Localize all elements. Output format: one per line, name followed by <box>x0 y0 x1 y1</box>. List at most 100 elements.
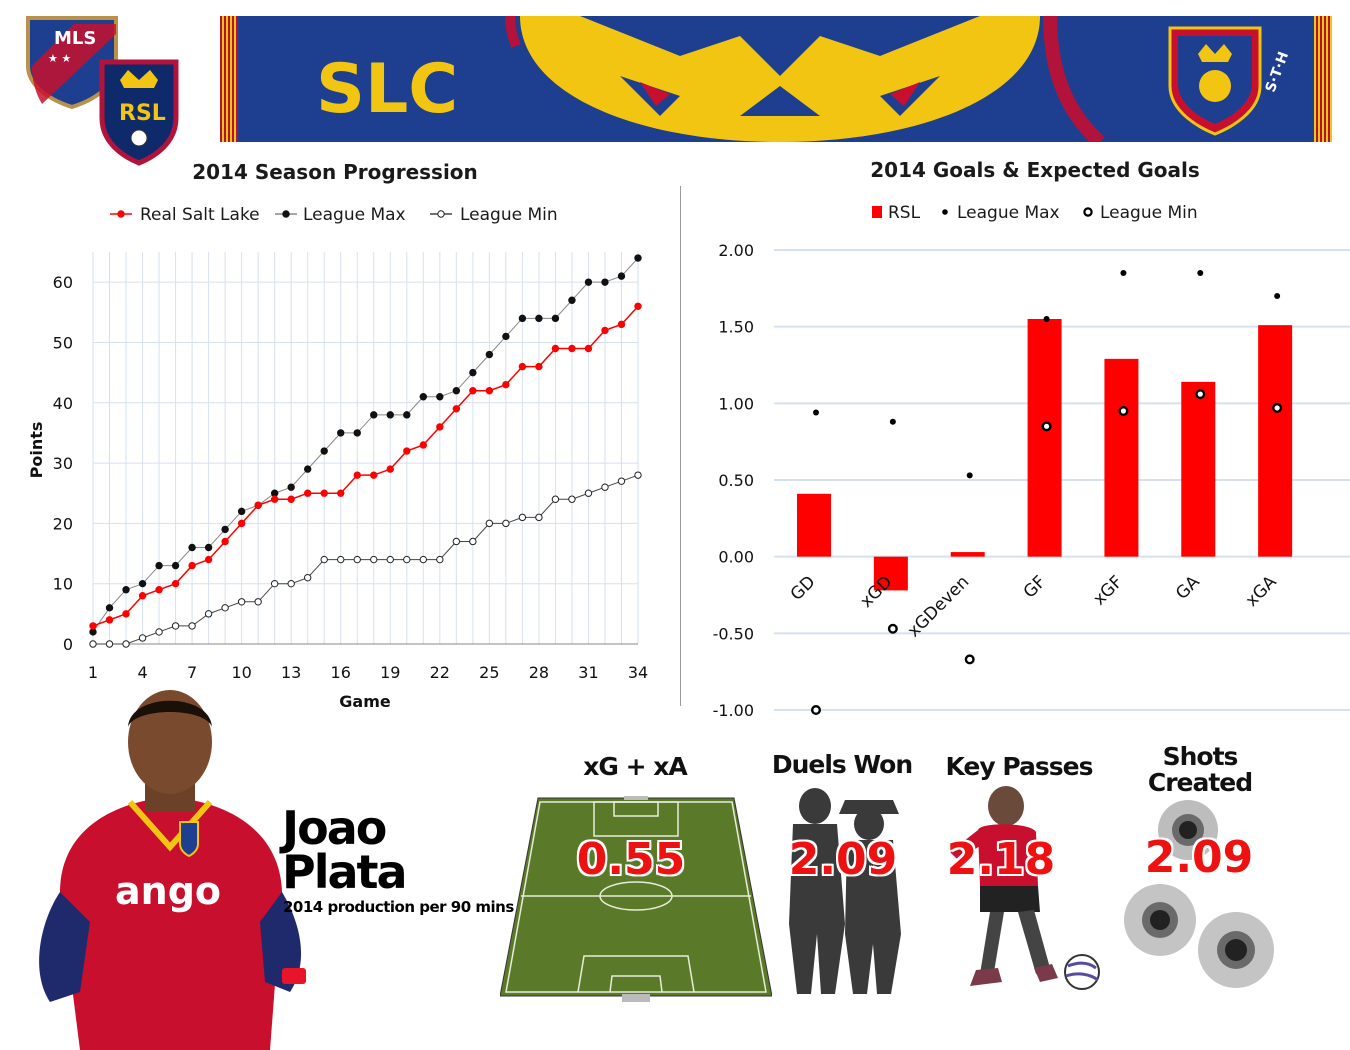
bar-chart-bars <box>797 319 1293 591</box>
line-point-2 <box>353 555 361 564</box>
line-chart-xtick: 4 <box>137 663 147 682</box>
line-point-1 <box>303 465 312 473</box>
line-point-2 <box>138 634 147 642</box>
line-point-1 <box>551 314 560 323</box>
bar-max-marker <box>966 472 973 479</box>
line-point-1 <box>518 314 527 323</box>
line-point-2 <box>155 628 163 636</box>
bar-chart-title: 2014 Goals & Expected Goals <box>870 158 1200 182</box>
bar-rsl-xGF <box>1104 358 1139 557</box>
bar-legend-label: League Min <box>1100 203 1198 223</box>
line-chart-xtick: 22 <box>430 663 450 682</box>
stat-value-key-passes: 2.18 <box>946 834 1056 885</box>
line-point-0 <box>551 344 560 353</box>
mls-logo: MLS ★ ★ <box>26 16 118 109</box>
line-legend-label: Real Salt Lake <box>140 205 260 225</box>
mls-logo-text: MLS <box>54 28 96 49</box>
line-point-2 <box>584 489 593 497</box>
line-point-0 <box>303 489 312 497</box>
line-point-1 <box>403 411 411 419</box>
rsl-crest-text: RSL <box>119 101 166 126</box>
line-point-1 <box>601 278 609 286</box>
stat-title-key-passes: Key Passes <box>945 752 1093 781</box>
line-point-0 <box>221 537 229 546</box>
bar-min-marker <box>1272 402 1283 413</box>
bar-chart-ytick: 2.00 <box>718 241 754 260</box>
line-point-2 <box>270 579 279 588</box>
bullet-holes-icon <box>1124 800 1274 988</box>
rsl-crest: RSL <box>99 59 179 166</box>
line-point-0 <box>353 471 361 479</box>
bar-min-marker <box>964 654 975 665</box>
line-point-2 <box>535 513 543 522</box>
line-point-1 <box>237 507 246 516</box>
line-point-1 <box>634 254 642 262</box>
line-point-1 <box>370 411 378 419</box>
line-legend-marker <box>117 210 125 218</box>
section-divider <box>680 186 681 706</box>
line-point-1 <box>535 314 543 323</box>
line-point-2 <box>221 604 229 612</box>
line-point-2 <box>287 579 295 588</box>
line-point-0 <box>436 423 444 431</box>
bar-chart-legend: RSL League Max League Min <box>872 203 1198 223</box>
duel-silhouettes-icon <box>789 788 901 994</box>
line-point-2 <box>171 622 180 630</box>
stat-value-duels-won: 2.09 <box>788 834 898 885</box>
bar-min-marker <box>1195 389 1206 400</box>
bar-min-marker <box>1118 405 1129 416</box>
line-point-2 <box>237 598 246 606</box>
line-chart-ytick: 40 <box>53 394 73 413</box>
bar-chart-ytick: -1.00 <box>713 701 754 720</box>
line-chart-ytick: 30 <box>53 454 73 473</box>
line-point-1 <box>436 393 444 401</box>
player-subtitle: 2014 production per 90 mins <box>283 898 514 916</box>
line-series-1 <box>92 257 639 633</box>
line-point-2 <box>568 495 576 503</box>
bullet-hole-3 <box>1198 912 1274 988</box>
line-point-0 <box>469 387 477 395</box>
line-legend-label: League Min <box>460 205 558 225</box>
line-point-2 <box>485 519 494 528</box>
line-point-1 <box>337 429 345 437</box>
bar-rsl-GA <box>1181 381 1216 557</box>
scarf-left-lettering: SLC <box>316 50 458 129</box>
pitch-icon <box>500 796 772 1002</box>
line-point-0 <box>485 387 494 395</box>
bar-legend-swatch-max <box>942 209 948 215</box>
line-point-2 <box>89 640 97 648</box>
line-point-1 <box>188 543 196 552</box>
stat-title-duels-won: Duels Won <box>771 750 913 779</box>
line-point-2 <box>419 555 428 564</box>
line-point-2 <box>386 555 394 564</box>
line-point-2 <box>551 495 560 503</box>
bar-legend-label: RSL <box>888 203 921 223</box>
bar-chart-markers <box>810 270 1283 716</box>
line-point-1 <box>568 296 576 304</box>
line-chart-title: 2014 Season Progression <box>192 160 478 184</box>
line-point-1 <box>287 483 295 491</box>
bar-max-marker <box>1274 293 1281 299</box>
line-point-2 <box>303 573 312 582</box>
line-point-0 <box>370 471 378 479</box>
player-last-name: Plata <box>282 845 408 899</box>
line-point-0 <box>188 561 196 570</box>
line-point-0 <box>386 465 394 473</box>
stat-value-shots-created: 2.09 <box>1144 832 1254 883</box>
line-chart-axes: 0 10 20 30 40 50 60 1 4 7 10 13 16 19 22 25 28 31 34 <box>53 273 649 682</box>
kicking-player-icon <box>950 786 1100 990</box>
bar-rsl-xGD <box>873 556 908 591</box>
line-point-0 <box>287 495 295 503</box>
line-point-2 <box>452 537 461 546</box>
bar-legend-label: League Max <box>957 203 1060 223</box>
jersey-sponsor-text: ango <box>115 869 221 913</box>
bar-chart-ytick: 0.50 <box>718 471 754 490</box>
line-point-0 <box>601 326 609 335</box>
line-point-0 <box>270 495 279 503</box>
bar-max-marker <box>813 409 819 416</box>
stat-title-shots-created: Shots Created <box>1120 744 1280 796</box>
line-chart-xtick: 13 <box>281 663 301 682</box>
line-point-0 <box>452 405 461 413</box>
bar-chart-ytick: 1.00 <box>718 394 754 413</box>
bar-chart-categories: GD xGD xGDeven GF xGF GA xGA <box>787 572 1281 642</box>
